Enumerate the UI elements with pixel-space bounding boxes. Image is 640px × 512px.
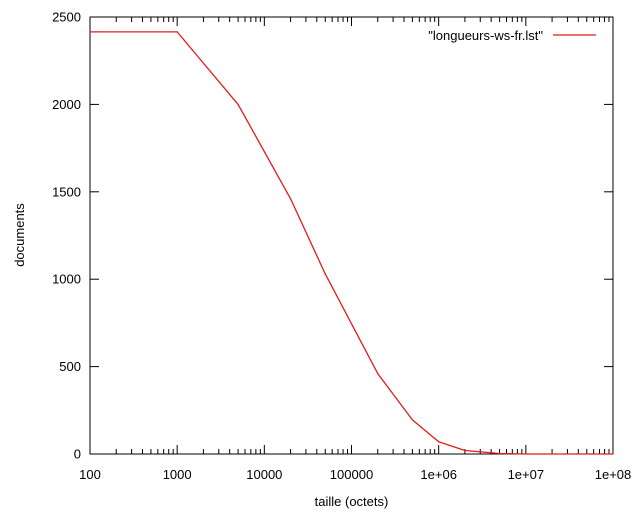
- y-tick-label: 1000: [52, 272, 81, 287]
- data-point: [612, 453, 614, 455]
- data-point: [289, 198, 292, 200]
- y-tick-label: 1500: [52, 184, 81, 199]
- y-tick-label: 2000: [52, 97, 81, 112]
- plot-frame: [89, 16, 614, 455]
- data-point: [464, 449, 466, 452]
- x-tick-label: 1e+07: [508, 467, 545, 482]
- y-tick-label: 0: [74, 447, 81, 462]
- x-axis-title: taille (octets): [315, 494, 389, 509]
- y-axis-ticks: 0 500 1000 1500 2000 2500: [52, 10, 613, 462]
- y-tick-label: 500: [59, 359, 81, 374]
- data-point: [438, 441, 440, 443]
- series-layer: [89, 31, 614, 455]
- legend: "longueurs-ws-fr.lst": [428, 28, 596, 43]
- y-tick-label: 2500: [52, 10, 81, 25]
- x-tick-label: 1e+06: [420, 467, 457, 482]
- series-line-0: [90, 31, 613, 455]
- data-point: [498, 452, 501, 455]
- data-point: [324, 273, 326, 275]
- x-tick-label: 1e+08: [595, 467, 632, 482]
- data-point: [377, 372, 379, 375]
- x-tick-label: 100: [79, 467, 101, 482]
- x-axis-ticks: 100 1000 10000 100000 1e+06 1e+07 1e+08: [79, 17, 631, 482]
- data-point: [89, 31, 91, 33]
- legend-label-series-0: "longueurs-ws-fr.lst": [428, 28, 543, 43]
- x-tick-label: 1000: [163, 467, 192, 482]
- x-tick-label: 10000: [246, 467, 282, 482]
- x-tick-label: 100000: [330, 467, 373, 482]
- data-point: [411, 419, 414, 421]
- y-axis-title: documents: [12, 203, 27, 267]
- data-point: [176, 31, 178, 33]
- data-point: [237, 103, 239, 105]
- data-point: [525, 453, 527, 455]
